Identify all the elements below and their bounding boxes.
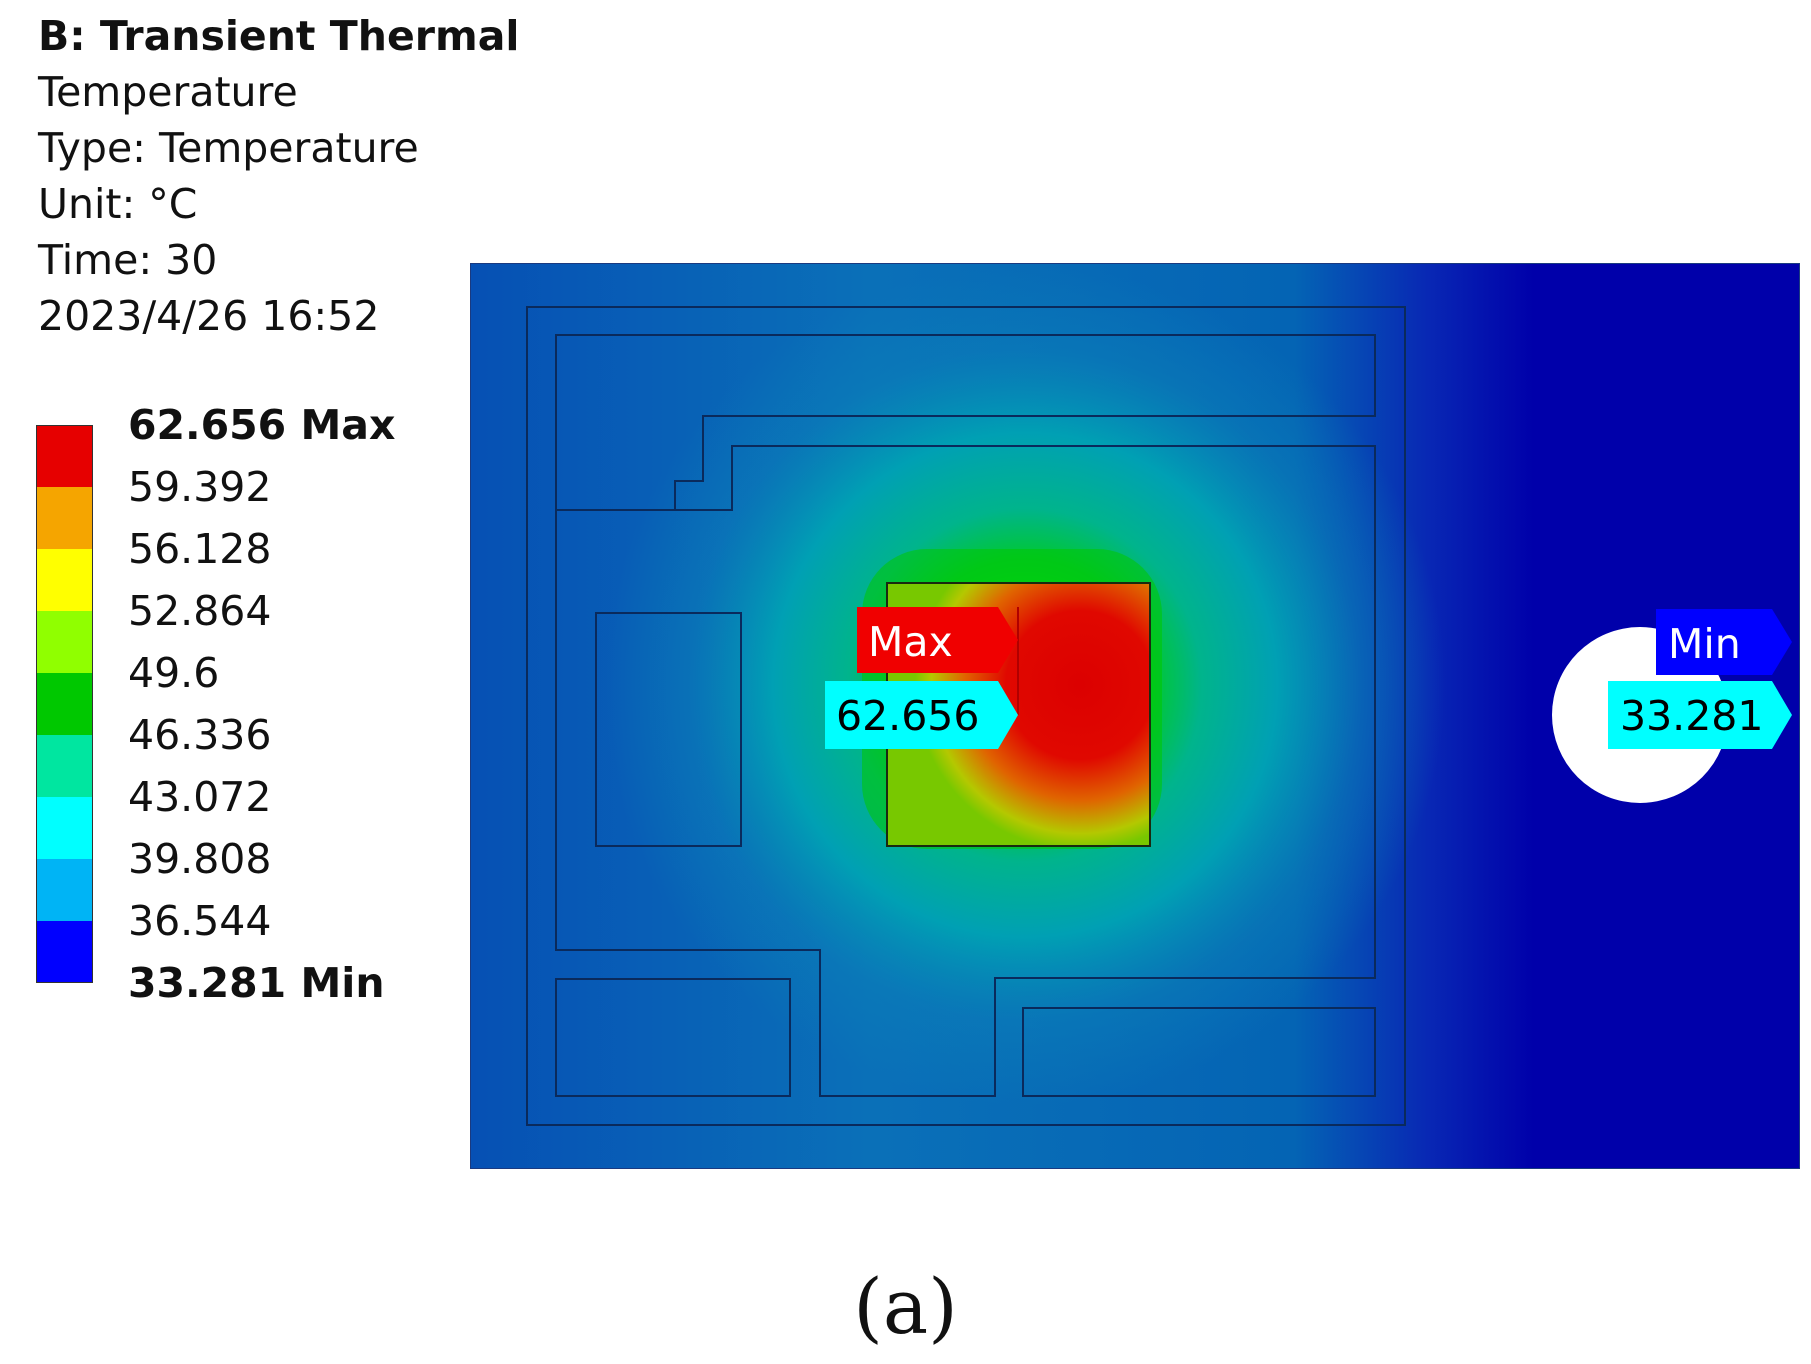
- board-main-region: [555, 445, 1376, 1097]
- result-timestamp: 2023/4/26 16:52: [38, 292, 380, 340]
- result-time: Time: 30: [38, 236, 218, 284]
- legend-swatch: [36, 859, 93, 921]
- min-label: Min: [1668, 620, 1741, 668]
- legend-label: 46.336: [128, 711, 272, 759]
- legend-label-max: 62.656 Max: [128, 401, 396, 449]
- legend-swatch: [36, 673, 93, 735]
- max-label: Max: [868, 618, 953, 666]
- legend-label: 59.392: [128, 463, 272, 511]
- legend-swatch: [36, 487, 93, 549]
- temperature-contour-plot: Max 62.656 Min 33.281: [470, 263, 1800, 1169]
- left-pad-outline: [595, 612, 742, 847]
- result-type: Type: Temperature: [38, 124, 419, 172]
- max-value: 62.656: [836, 692, 979, 740]
- legend-swatch: [36, 425, 93, 487]
- board-outlines: [526, 306, 1406, 1126]
- legend-label: 43.072: [128, 773, 272, 821]
- figure-caption: (a): [853, 1262, 958, 1351]
- legend-swatch: [36, 921, 93, 983]
- min-value-box: [1608, 681, 1792, 749]
- result-name: Temperature: [38, 68, 298, 116]
- result-unit: Unit: °C: [38, 180, 198, 228]
- legend-swatch: [36, 797, 93, 859]
- max-value-box: [825, 681, 1018, 749]
- board-outer-outline: [526, 306, 1406, 1126]
- legend-label: 52.864: [128, 587, 272, 635]
- legend-label: 36.544: [128, 897, 272, 945]
- legend-label-min: 33.281 Min: [128, 959, 385, 1007]
- analysis-title: B: Transient Thermal: [38, 12, 520, 60]
- legend-swatch: [36, 735, 93, 797]
- max-label-box: [857, 607, 1018, 673]
- legend-swatch: [36, 611, 93, 673]
- legend-swatch: [36, 549, 93, 611]
- max-probe: Max 62.656: [825, 607, 1019, 749]
- legend-label: 39.808: [128, 835, 272, 883]
- min-probe: Min 33.281: [1608, 609, 1792, 749]
- legend-label: 56.128: [128, 525, 272, 573]
- legend-label: 49.6: [128, 649, 220, 697]
- min-value: 33.281: [1620, 692, 1763, 740]
- result-header: B: Transient Thermal Temperature Type: T…: [38, 8, 519, 344]
- min-label-box: [1656, 609, 1792, 675]
- bottom-left-pad-outline: [555, 978, 791, 1097]
- bottom-right-pad-outline: [1022, 1007, 1376, 1097]
